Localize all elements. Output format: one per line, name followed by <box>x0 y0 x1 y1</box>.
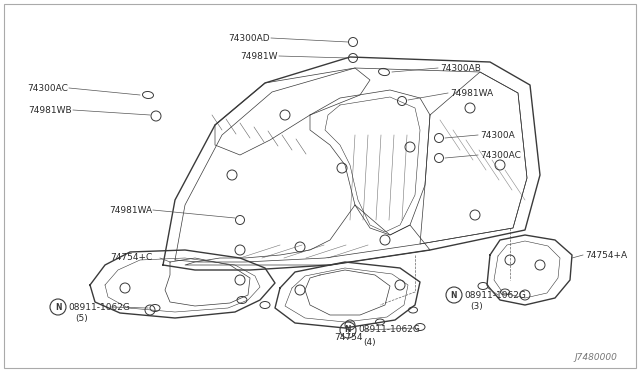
Text: J7480000: J7480000 <box>574 353 617 362</box>
Text: 74754: 74754 <box>333 334 362 343</box>
Text: 74981WA: 74981WA <box>450 89 493 97</box>
Text: N: N <box>55 302 61 311</box>
Text: (5): (5) <box>75 314 88 324</box>
Text: 74300AC: 74300AC <box>480 151 521 160</box>
Text: 08911-1062G: 08911-1062G <box>358 326 420 334</box>
Text: 74300AD: 74300AD <box>228 33 270 42</box>
Text: 74754+A: 74754+A <box>585 250 627 260</box>
Text: 74981W: 74981W <box>241 51 278 61</box>
Text: 08911-1062G: 08911-1062G <box>464 291 526 299</box>
Text: N: N <box>345 326 351 334</box>
Text: 74754+C: 74754+C <box>110 253 152 263</box>
Text: 74981WB: 74981WB <box>28 106 72 115</box>
Text: 08911-1062G: 08911-1062G <box>68 302 130 311</box>
Text: 74981WA: 74981WA <box>109 205 152 215</box>
Text: 74300AB: 74300AB <box>440 64 481 73</box>
Text: N: N <box>451 291 457 299</box>
Text: 74300A: 74300A <box>480 131 515 140</box>
Text: 74300AC: 74300AC <box>27 83 68 93</box>
Text: (3): (3) <box>470 302 483 311</box>
Text: (4): (4) <box>363 337 376 346</box>
